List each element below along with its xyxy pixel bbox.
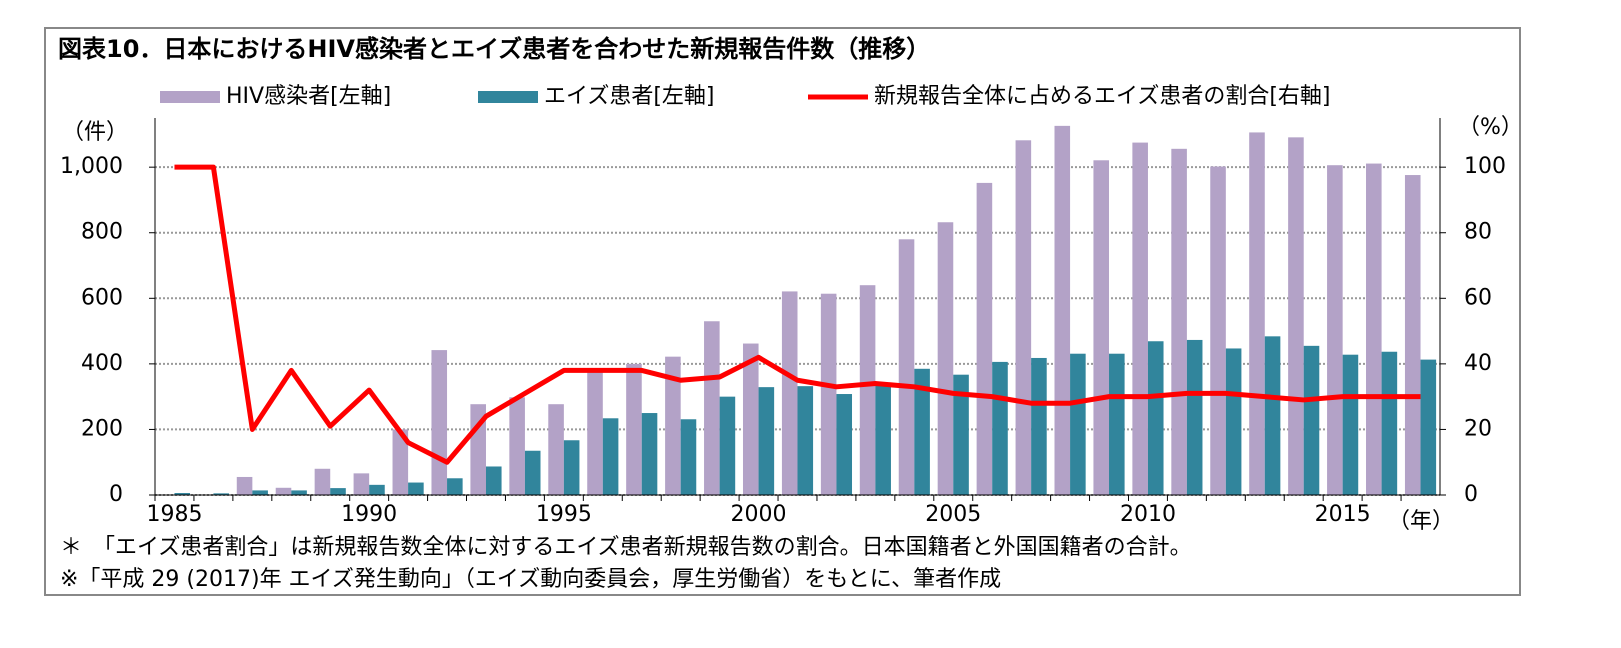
note: ＊ 「エイズ患者割合」は新規報告数全体に対するエイズ患者新規報告数の割合。日本国… — [60, 535, 1192, 560]
bar — [563, 440, 580, 495]
bar — [680, 419, 697, 495]
y-tick-label: 600 — [81, 285, 123, 310]
bar — [875, 384, 891, 495]
bar — [1249, 132, 1265, 495]
legend-label: エイズ患者[左軸] — [544, 84, 715, 109]
bar — [665, 356, 681, 495]
bar — [431, 350, 448, 495]
bar — [1109, 353, 1125, 495]
bar — [524, 450, 541, 495]
chart-title: 図表10．日本におけるHIV感染者とエイズ患者を合わせた新規報告件数（推移） — [58, 35, 930, 63]
bar — [1031, 357, 1047, 495]
bar — [548, 404, 564, 495]
bar — [914, 368, 930, 495]
note: ※「平成 29 (2017)年 エイズ発生動向」（エイズ動向委員会，厚生労働省）… — [60, 567, 1001, 592]
bar — [704, 321, 720, 495]
bar — [992, 361, 1008, 495]
bar — [447, 478, 463, 495]
bar — [1210, 166, 1226, 496]
bar — [758, 387, 775, 495]
bar — [213, 493, 229, 495]
bar — [1327, 165, 1343, 495]
line — [174, 164, 1421, 465]
bar — [1186, 339, 1203, 495]
legend-label: 新規報告全体に占めるエイズ患者の割合[右軸] — [874, 84, 1331, 109]
bar — [314, 468, 331, 495]
y2-tick-label: 20 — [1464, 416, 1492, 441]
x-tick-label: 2015 — [1315, 502, 1371, 527]
bar — [408, 482, 424, 495]
bar — [1288, 137, 1304, 495]
bar — [353, 473, 370, 495]
x-tick-label: 1990 — [341, 502, 397, 527]
x-tick-label: 2005 — [925, 502, 981, 527]
bar — [1420, 359, 1437, 495]
bar — [953, 374, 969, 495]
legend-swatch — [478, 91, 538, 103]
y2-tick-label: 60 — [1464, 285, 1492, 310]
y-tick-label: 400 — [81, 351, 123, 376]
bar — [1404, 175, 1421, 495]
bar — [252, 490, 268, 495]
bar — [174, 493, 191, 495]
bar — [1303, 345, 1320, 495]
y2-unit-label: （%） — [1458, 115, 1523, 140]
y-tick-label: 800 — [81, 220, 123, 245]
bar — [641, 413, 658, 495]
bar — [1054, 125, 1071, 495]
y2-tick-label: 0 — [1464, 482, 1478, 507]
bar — [937, 222, 954, 495]
bar — [719, 396, 736, 495]
y-unit-label: （件） — [62, 120, 128, 145]
y-tick-label: 200 — [81, 416, 123, 441]
bar — [1070, 353, 1086, 495]
bar — [898, 239, 915, 495]
bar — [1171, 148, 1187, 495]
bar — [330, 488, 346, 495]
bar — [797, 386, 814, 495]
bar — [836, 394, 853, 495]
bar — [369, 484, 385, 495]
bar — [1132, 142, 1148, 495]
bar — [1147, 341, 1164, 495]
x-tick-label: 1995 — [536, 502, 592, 527]
y-tick-label: 0 — [109, 482, 123, 507]
bar — [509, 397, 525, 495]
bar — [392, 429, 409, 495]
bar — [626, 363, 642, 495]
bar — [1015, 140, 1032, 495]
x-tick-label: 2010 — [1120, 502, 1176, 527]
x-tick-label: 2000 — [731, 502, 787, 527]
bar — [485, 466, 502, 495]
x-unit-label: （年） — [1388, 509, 1454, 534]
bar — [781, 291, 798, 495]
legend-swatch — [160, 91, 220, 103]
bar — [1366, 163, 1382, 496]
y2-tick-label: 80 — [1464, 220, 1492, 245]
bar — [587, 371, 603, 495]
bar — [742, 343, 759, 495]
y2-tick-label: 100 — [1464, 154, 1506, 179]
bar — [1225, 348, 1242, 495]
bar — [859, 285, 876, 495]
x-tick-label: 1985 — [146, 502, 202, 527]
bar — [602, 418, 619, 495]
bar — [1342, 354, 1359, 495]
y-tick-label: 1,000 — [60, 154, 123, 179]
bar — [820, 293, 837, 495]
y2-tick-label: 40 — [1464, 351, 1492, 376]
legend-label: HIV感染者[左軸] — [226, 84, 391, 109]
bar — [275, 487, 292, 495]
bar — [236, 476, 253, 495]
bar — [1093, 160, 1110, 496]
bar — [1264, 336, 1281, 495]
bar — [291, 490, 307, 495]
bar — [976, 182, 993, 496]
bar — [1381, 351, 1398, 495]
